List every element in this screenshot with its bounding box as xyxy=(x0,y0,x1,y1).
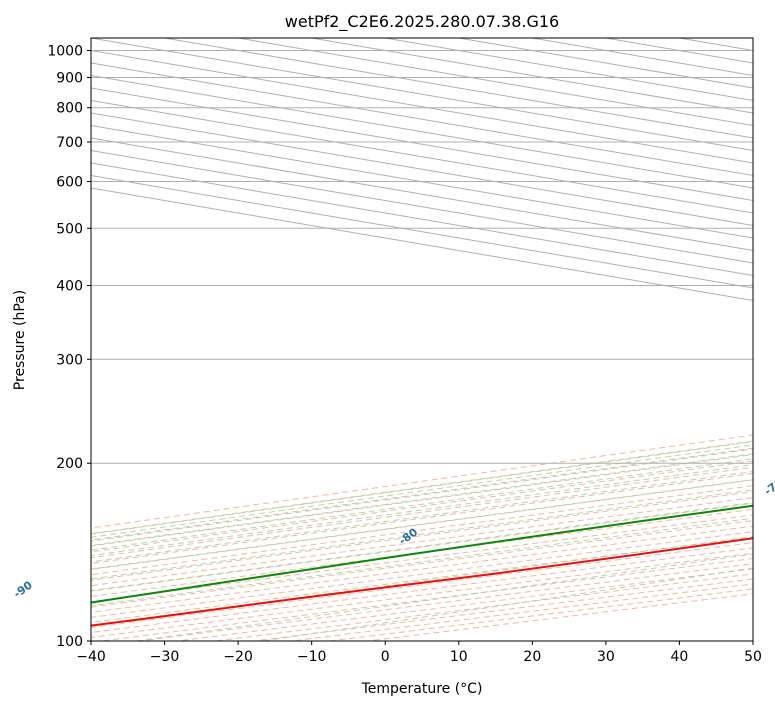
chart-title: wetPf2_C2E6.2025.280.07.38.G16 xyxy=(285,12,559,32)
x-tick-label: 20 xyxy=(523,649,541,665)
y-tick-label: 100 xyxy=(56,634,83,650)
y-tick-label: 400 xyxy=(56,278,83,294)
isotherm-line xyxy=(91,50,753,164)
isotherm-line xyxy=(91,74,753,189)
temperature-line xyxy=(91,537,753,627)
y-tick-label: 500 xyxy=(56,221,83,237)
x-tick-label: −40 xyxy=(76,649,106,665)
x-axis-label: Temperature (°C) xyxy=(361,681,483,697)
background-lines xyxy=(91,38,753,641)
x-tick-label: 30 xyxy=(597,649,615,665)
y-tick-label: 600 xyxy=(56,175,83,191)
y-tick-label: 1000 xyxy=(47,44,83,60)
y-tick-label: 300 xyxy=(56,352,83,368)
dewpoint-line xyxy=(91,504,753,604)
isotherm-line xyxy=(91,99,753,214)
y-tick-label: 900 xyxy=(56,71,83,87)
axis-ticks: −40 −30 −20 −10 0 10 20 30 40 50 100 200 300 400 500 60… xyxy=(47,44,762,665)
isotherm-line xyxy=(91,62,753,177)
isotherm-line xyxy=(91,112,753,227)
isotherm-line xyxy=(91,124,753,239)
isotherm-line xyxy=(91,137,753,252)
x-tick-label: −10 xyxy=(297,649,327,665)
x-tick-label: −20 xyxy=(223,649,253,665)
isotherm-line xyxy=(91,87,753,202)
y-tick-label: 700 xyxy=(56,135,83,151)
x-tick-label: 10 xyxy=(450,649,468,665)
x-tick-label: 0 xyxy=(381,649,390,665)
y-tick-label: 200 xyxy=(56,456,83,472)
series-lines xyxy=(91,504,753,627)
x-tick-label: 40 xyxy=(671,649,689,665)
x-tick-label: −30 xyxy=(150,649,180,665)
x-tick-label: 50 xyxy=(744,649,762,665)
plot-frame xyxy=(90,37,754,642)
y-axis-label: Pressure (hPa) xyxy=(12,290,28,390)
isotherm-line xyxy=(91,38,753,152)
y-tick-label: 800 xyxy=(56,101,83,117)
